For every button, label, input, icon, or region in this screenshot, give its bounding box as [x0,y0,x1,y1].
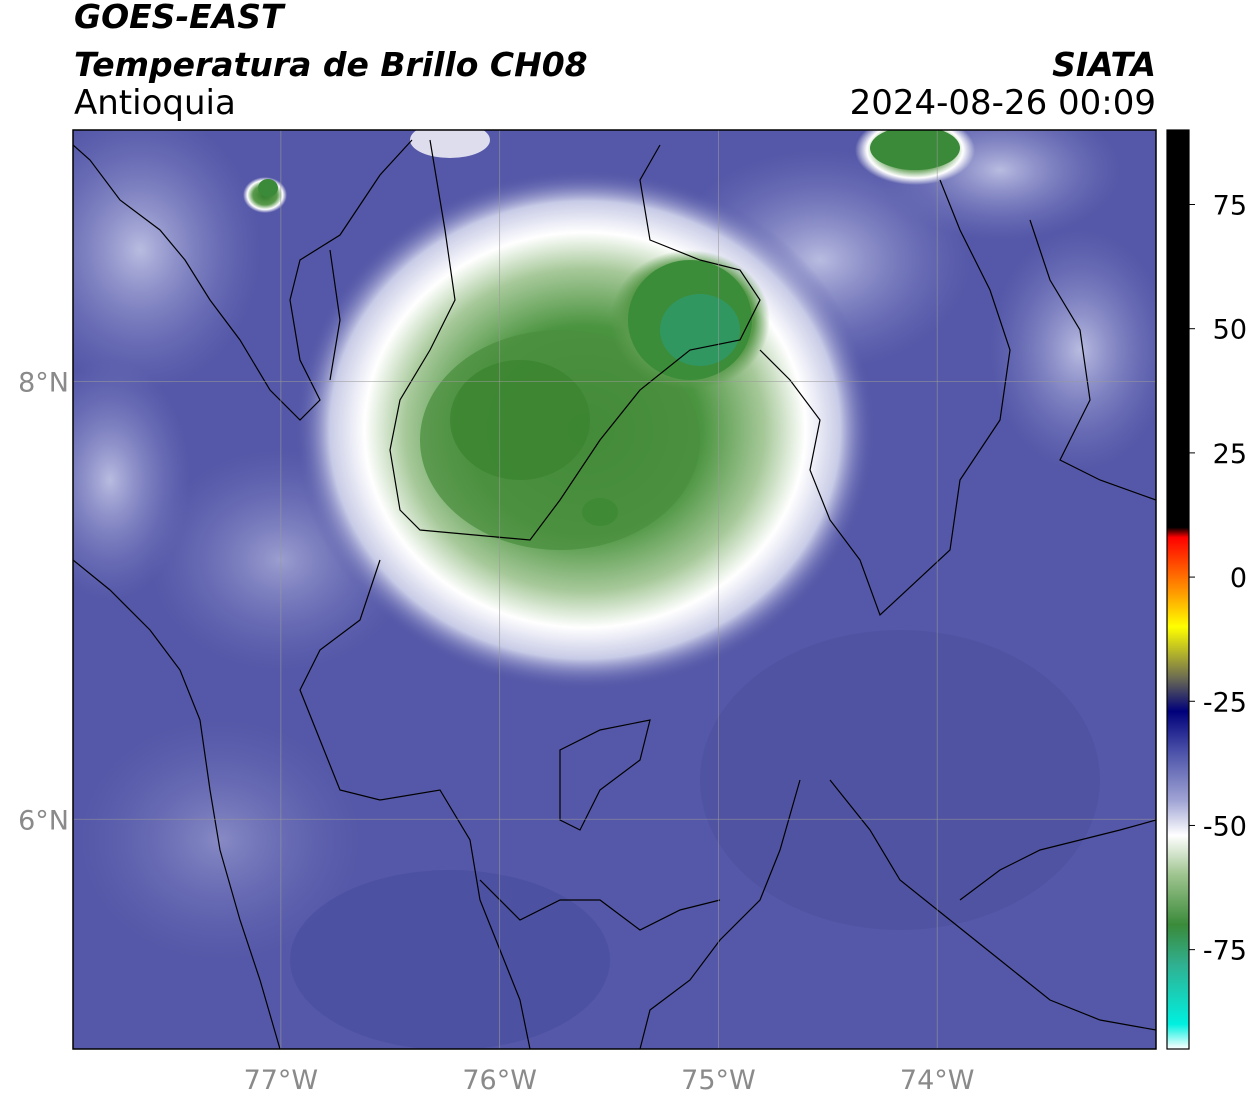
datetime-label: 2024-08-26 00:09 [849,83,1156,123]
lat-tick-label: 8°N [18,368,69,399]
product-title: Temperatura de Brillo CH08 [74,45,588,84]
brightness-temperature-field [73,130,1156,1049]
colorbar-tick-label: 25 [1213,439,1247,470]
colorbar-tick-label: 75 [1213,191,1247,222]
satellite-title: GOES-EAST [74,0,284,36]
colorbar-tick-labels: 75 50 25 0 -25 -50 -75 [1189,191,1247,967]
lon-tick-label: 74°W [900,1065,975,1096]
lon-tick-label: 76°W [462,1065,537,1096]
agency-label: SIATA [1052,45,1156,84]
map-frame [72,129,1157,1050]
colorbar-tick-label: -50 [1203,811,1247,842]
region-subtitle: Antioquia [74,83,236,123]
colorbar [1166,129,1190,1050]
longitude-tick-labels: 77°W 76°W 75°W 74°W [244,1065,975,1096]
colorbar-tick-label: 50 [1213,315,1247,346]
lon-tick-label: 75°W [681,1065,756,1096]
latitude-tick-labels: 8°N 6°N [18,368,69,837]
lon-tick-label: 77°W [244,1065,319,1096]
colorbar-tick-label: -25 [1203,687,1247,718]
map-gridlines [73,130,1156,1049]
colorbar-tick-label: -75 [1203,936,1247,967]
lat-tick-label: 6°N [18,805,69,836]
colorbar-tick-label: 0 [1230,563,1247,594]
